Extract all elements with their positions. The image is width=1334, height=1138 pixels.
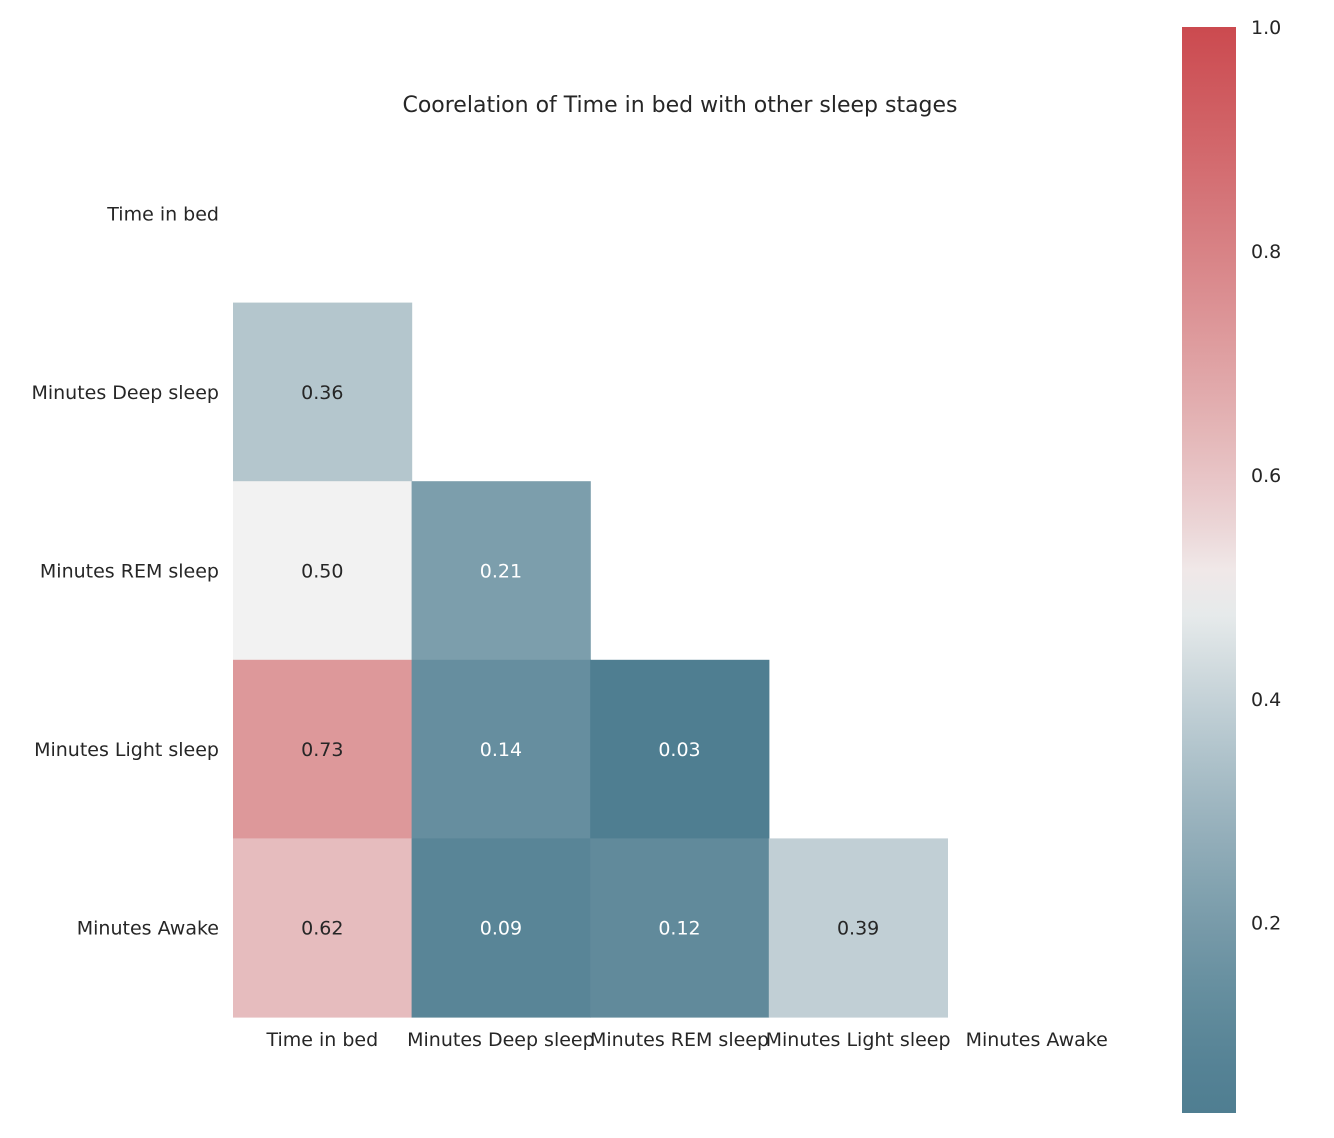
colorbar-tick-label: 1.0	[1251, 17, 1281, 39]
heatmap-cell	[590, 659, 770, 839]
colorbar-gradient	[1182, 27, 1236, 1113]
cell-value-label: 0.39	[837, 918, 879, 940]
row-tick-label: Minutes Deep sleep	[31, 382, 219, 404]
column-tick-label: Minutes Awake	[966, 1029, 1108, 1051]
row-tick-label: Minutes Awake	[77, 918, 219, 940]
heatmap-cell	[233, 838, 413, 1018]
column-tick-label: Time in bed	[265, 1029, 378, 1051]
column-tick-label: Minutes REM sleep	[590, 1029, 769, 1051]
colorbar-tick-label: 0.4	[1251, 689, 1281, 711]
heatmap-cell	[233, 481, 413, 661]
cell-value-label: 0.03	[658, 739, 700, 761]
heatmap-cell	[411, 659, 591, 839]
row-tick-label: Time in bed	[106, 203, 219, 225]
colorbar-tick-label: 0.6	[1251, 465, 1281, 487]
cell-value-label: 0.36	[301, 382, 343, 404]
cell-value-label: 0.14	[480, 739, 522, 761]
colorbar: 0.2 0.4 0.6 0.8 1.0	[1182, 17, 1281, 1113]
heatmap-cell	[233, 659, 413, 839]
colorbar-tick-label: 0.8	[1251, 241, 1281, 263]
row-tick-label: Minutes REM sleep	[40, 561, 219, 583]
cell-value-label: 0.50	[301, 561, 343, 583]
cell-value-label: 0.12	[658, 918, 700, 940]
heatmap-cells: 0.36 0.50 0.21 0.73 0.14 0.03 0.62 0.09 0.12 0.39	[233, 302, 948, 1018]
cell-value-label: 0.62	[301, 918, 343, 940]
column-tick-label: Minutes Light sleep	[766, 1029, 951, 1051]
cell-value-label: 0.73	[301, 739, 343, 761]
chart-title: Coorelation of Time in bed with other sl…	[402, 93, 957, 118]
heatmap-cell	[768, 838, 948, 1018]
row-labels: Time in bed Minutes Deep sleep Minutes REM…	[31, 203, 219, 939]
heatmap-cell	[233, 302, 413, 482]
row-tick-label: Minutes Light sleep	[34, 739, 219, 761]
heatmap-cell	[411, 481, 591, 661]
column-tick-label: Minutes Deep sleep	[407, 1029, 595, 1051]
colorbar-tick-label: 0.2	[1251, 913, 1281, 935]
cell-value-label: 0.09	[480, 918, 522, 940]
heatmap-cell	[411, 838, 591, 1018]
cell-value-label: 0.21	[480, 561, 522, 583]
heatmap-cell	[590, 838, 770, 1018]
